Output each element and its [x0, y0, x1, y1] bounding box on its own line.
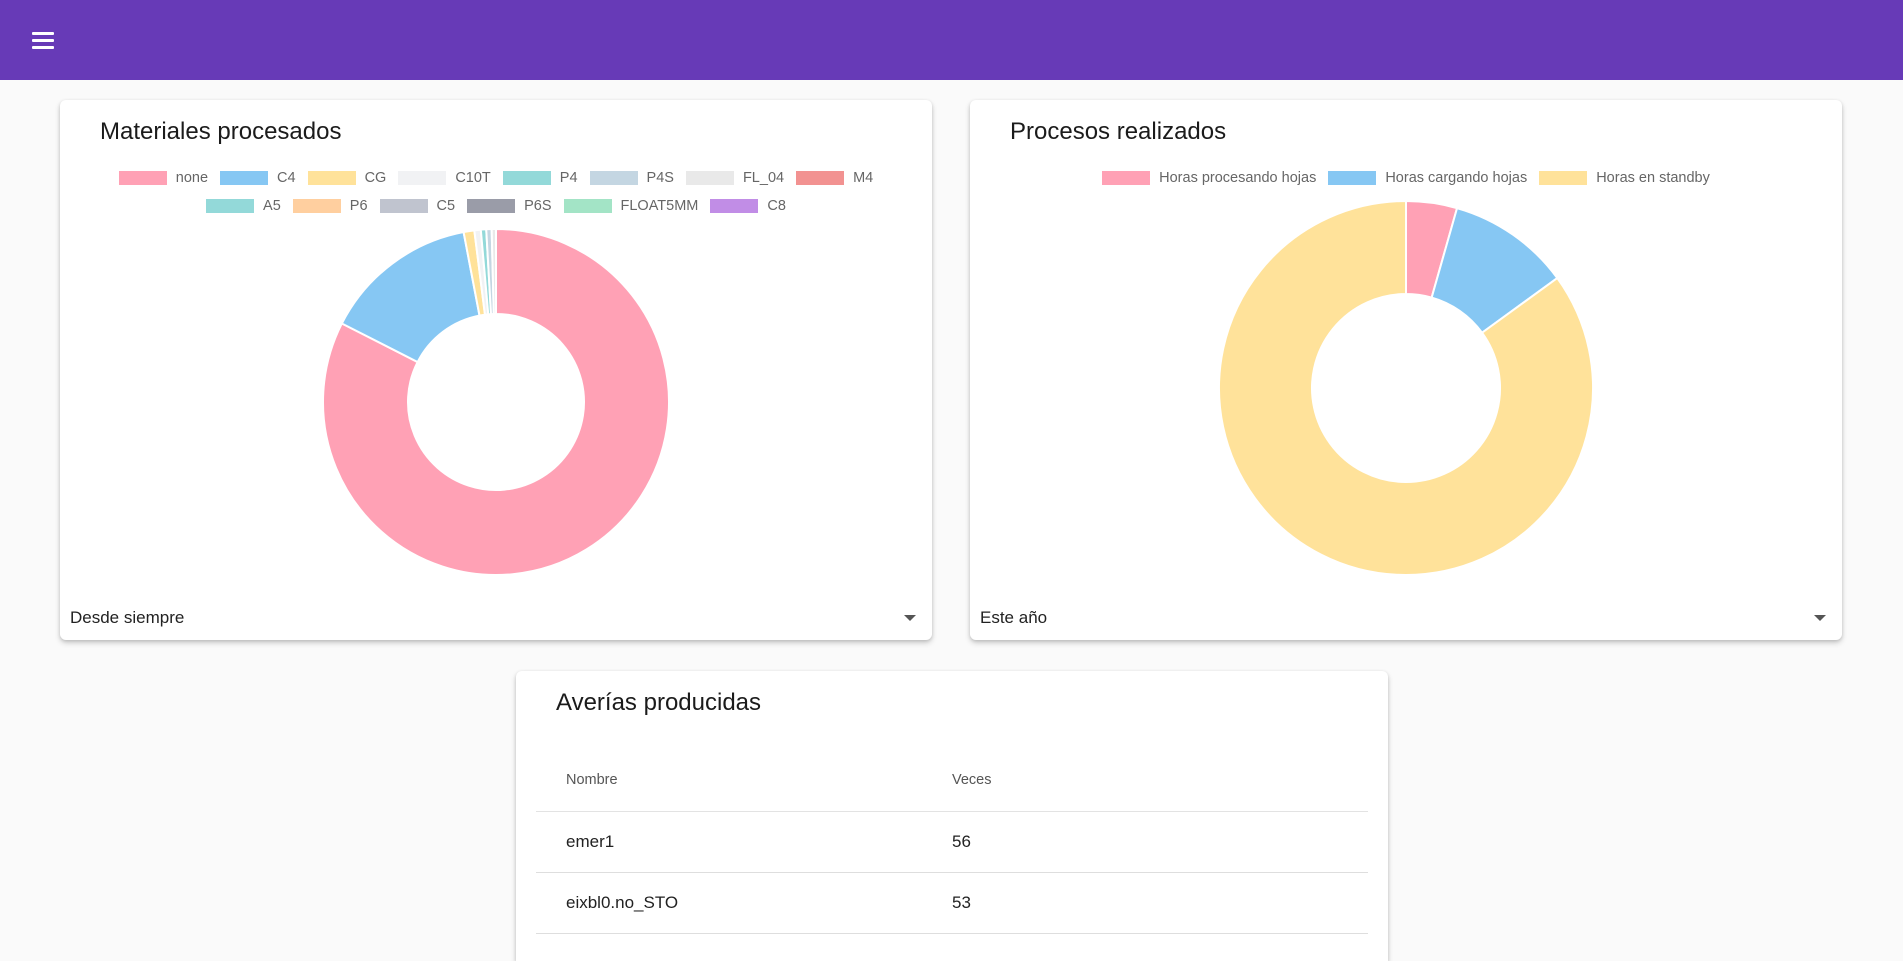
legend-label: FL_04 — [742, 170, 785, 186]
legend-item-p6s[interactable]: P6S — [467, 198, 552, 214]
dropdown-arrow-icon — [1814, 615, 1826, 621]
fault-count: 56 — [922, 811, 1368, 873]
legend-label: CG — [364, 170, 387, 186]
column-header-count: Veces — [922, 749, 1368, 812]
materials-donut-chart — [322, 227, 670, 576]
legend-label: none — [175, 170, 209, 186]
legend-label: Horas procesando hojas — [1159, 170, 1317, 186]
processes-card: Procesos realizados Horas procesando hoj… — [970, 100, 1842, 640]
legend-item-none[interactable]: none — [118, 170, 209, 186]
faults-table: Nombre Veces emer1 56 eixbl0.no_STO 53 — [536, 749, 1368, 934]
column-header-name: Nombre — [536, 749, 922, 812]
card-title: Procesos realizados — [1010, 118, 1227, 145]
slice-none[interactable] — [322, 227, 670, 576]
period-select-value: Desde siempre — [70, 608, 185, 627]
faults-card: Averías producidas Nombre Veces emer1 56… — [516, 671, 1388, 961]
legend-swatch — [796, 171, 845, 185]
card-title: Materiales procesados — [100, 118, 342, 145]
legend-item-cg[interactable]: CG — [307, 170, 387, 186]
legend-row: A5 P6 C5 P6S FLOAT5MM C8 — [60, 192, 932, 220]
dropdown-arrow-icon — [904, 615, 916, 621]
legend-item-fl-04[interactable]: FL_04 — [685, 170, 785, 186]
legend-label: C5 — [436, 198, 456, 214]
legend-swatch — [563, 199, 612, 213]
legend-item-horas-cargando-hojas[interactable]: Horas cargando hojas — [1328, 170, 1527, 186]
legend-swatch — [710, 199, 759, 213]
period-select[interactable]: Este año — [980, 602, 1832, 640]
table-header-row: Nombre Veces — [536, 749, 1368, 812]
legend-label: Horas en standby — [1596, 170, 1710, 186]
legend-row: Horas procesando hojas Horas cargando hoj… — [970, 164, 1842, 192]
slice-horas-en-standby[interactable] — [1218, 199, 1594, 576]
app-toolbar — [0, 0, 1903, 80]
legend-label: Horas cargando hojas — [1385, 170, 1528, 186]
legend-swatch — [379, 199, 428, 213]
menu-icon[interactable] — [30, 28, 58, 52]
fault-name: emer1 — [536, 811, 922, 873]
materials-card: Materiales procesados none C4 CG C10T P4 P4S F… — [60, 100, 932, 640]
legend-item-c8[interactable]: C8 — [710, 198, 786, 214]
legend-item-c4[interactable]: C4 — [220, 170, 296, 186]
legend-label: P4 — [559, 170, 578, 186]
legend-swatch — [398, 171, 447, 185]
legend-swatch — [589, 171, 638, 185]
legend-swatch — [467, 199, 516, 213]
period-select[interactable]: Desde siempre — [70, 602, 922, 640]
legend-swatch — [206, 199, 255, 213]
legend-swatch — [1102, 171, 1151, 185]
legend-swatch — [307, 171, 356, 185]
legend-item-m4[interactable]: M4 — [796, 170, 873, 186]
legend-label: A5 — [263, 198, 281, 214]
fault-count: 53 — [922, 872, 1368, 934]
legend-swatch — [502, 171, 551, 185]
legend-label: P4S — [646, 170, 674, 186]
legend-swatch — [1539, 171, 1588, 185]
legend-label: FLOAT5MM — [620, 198, 699, 214]
card-title: Averías producidas — [556, 689, 762, 716]
legend-swatch — [220, 171, 269, 185]
legend-label: P6S — [524, 198, 552, 214]
table-row: emer1 56 — [536, 811, 1368, 873]
chart-legend: Horas procesando hojas Horas cargando hoj… — [970, 164, 1842, 192]
legend-item-float5mm[interactable]: FLOAT5MM — [563, 198, 699, 214]
legend-label: C4 — [277, 170, 296, 186]
legend-item-p4[interactable]: P4 — [502, 170, 578, 186]
legend-item-p6[interactable]: P6 — [292, 198, 368, 214]
legend-item-horas-en-standby[interactable]: Horas en standby — [1539, 170, 1710, 186]
legend-label: C8 — [767, 198, 786, 214]
slice-fl-04[interactable] — [490, 227, 497, 316]
legend-item-horas-procesando-hojas[interactable]: Horas procesando hojas — [1102, 170, 1316, 186]
legend-item-a5[interactable]: A5 — [206, 198, 281, 214]
processes-donut-chart — [1218, 199, 1594, 576]
legend-row: none C4 CG C10T P4 P4S FL_04 M4 — [60, 164, 932, 192]
chart-legend: none C4 CG C10T P4 P4S FL_04 M4 A5 P6 C5 P6S FLOAT5M… — [60, 164, 932, 220]
fault-name: eixbl0.no_STO — [536, 872, 922, 934]
period-select-value: Este año — [980, 608, 1048, 627]
legend-swatch — [118, 171, 167, 185]
table-row: eixbl0.no_STO 53 — [536, 872, 1368, 934]
legend-label: C10T — [455, 170, 491, 186]
legend-swatch — [685, 171, 734, 185]
legend-label: M4 — [853, 170, 874, 186]
legend-label: P6 — [349, 198, 368, 214]
legend-item-p4s[interactable]: P4S — [589, 170, 674, 186]
legend-item-c10t[interactable]: C10T — [398, 170, 491, 186]
legend-swatch — [292, 199, 341, 213]
legend-swatch — [1328, 171, 1377, 185]
legend-item-c5[interactable]: C5 — [379, 198, 456, 214]
